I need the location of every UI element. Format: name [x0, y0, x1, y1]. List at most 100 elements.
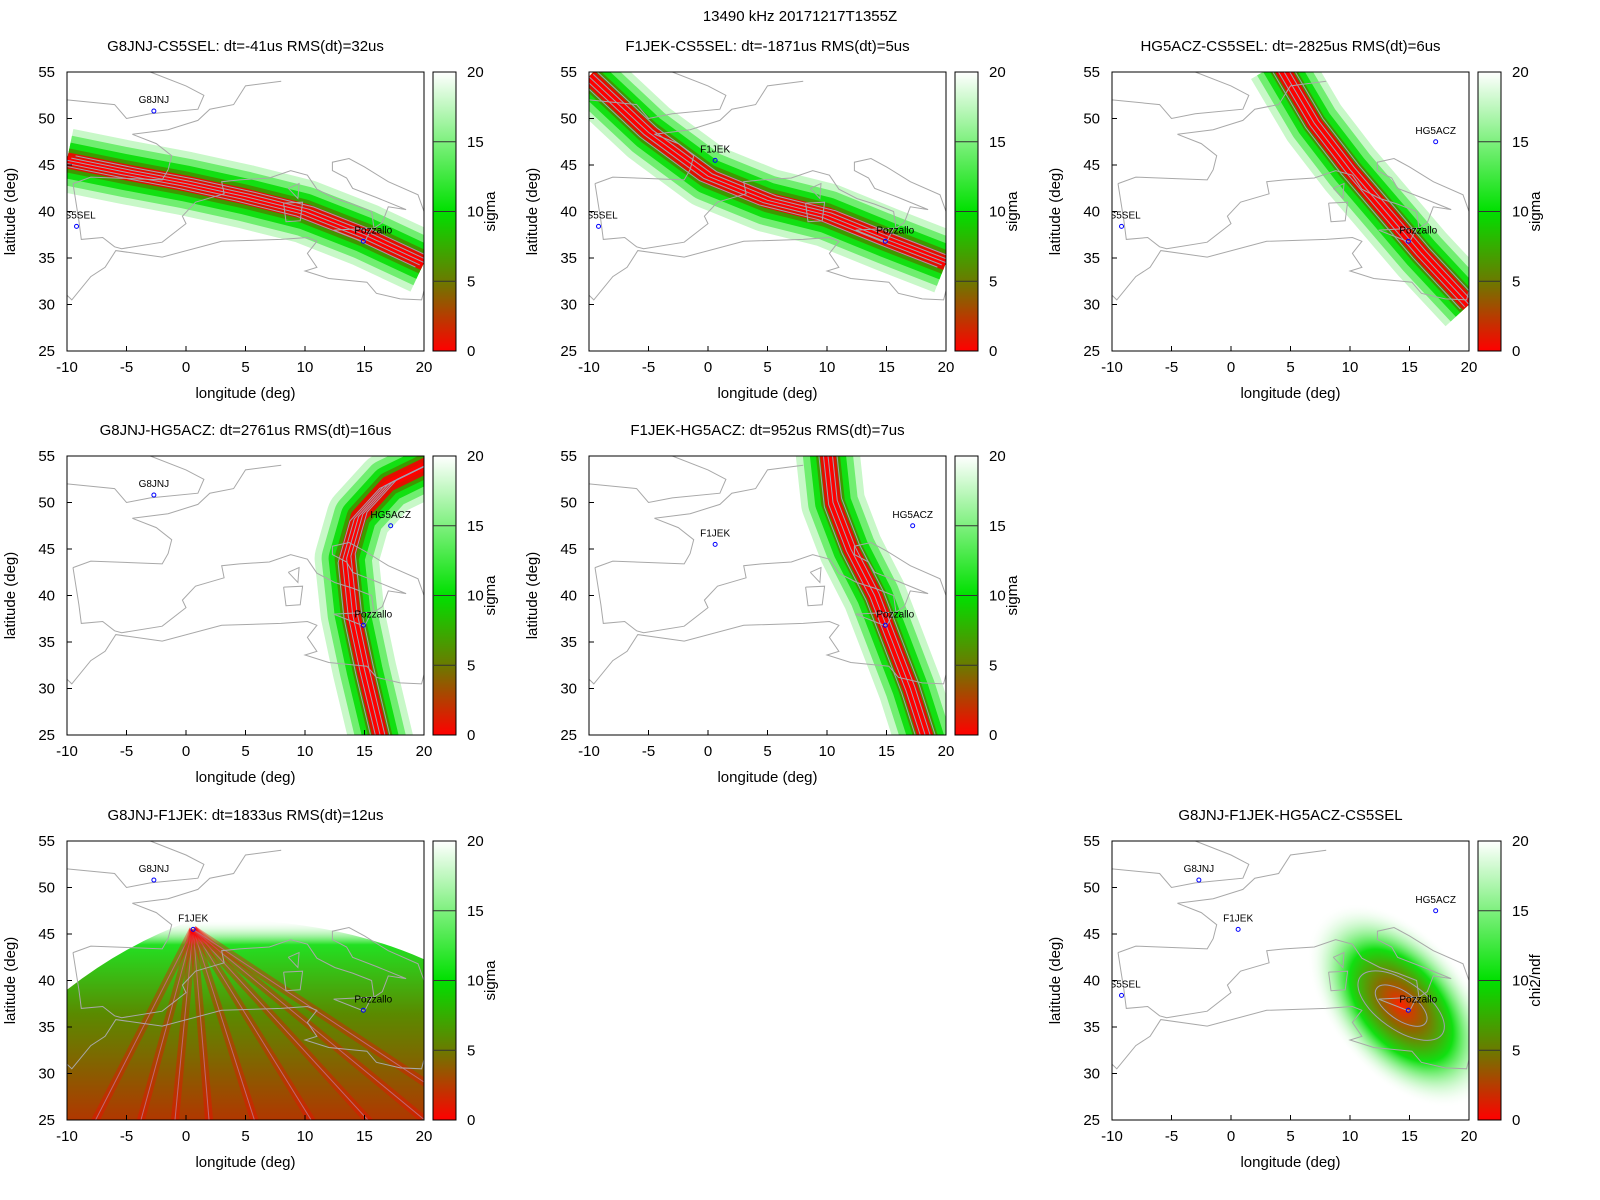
- x-tick-label: 20: [1461, 359, 1478, 376]
- sigma-contour: [1283, 72, 1469, 305]
- x-tick-label: 20: [1461, 1128, 1478, 1145]
- x-tick-label: 10: [819, 743, 836, 760]
- sigma-contour: [1272, 72, 1461, 310]
- x-tick-label: 5: [1286, 1128, 1294, 1145]
- sigma-contour: [589, 82, 942, 266]
- coastline: [333, 227, 373, 243]
- colorbar-tick-label: 0: [1512, 343, 1520, 360]
- x-axis-label: longitude (deg): [717, 769, 817, 786]
- coastline: [67, 456, 205, 504]
- colorbar-tick-label: 20: [989, 448, 1006, 465]
- x-tick-label: -10: [56, 743, 78, 760]
- coastline: [589, 236, 946, 301]
- coastline: [67, 841, 205, 889]
- coastline: [283, 201, 304, 223]
- station-marker: [596, 223, 602, 229]
- station-label: Pozzallo: [1399, 225, 1437, 236]
- colorbar-tick-label: 5: [1512, 273, 1520, 290]
- station-marker: [74, 223, 80, 229]
- y-tick-label: 40: [560, 588, 577, 605]
- station-label: F1JEK: [178, 913, 208, 924]
- sigma-contour: [832, 456, 931, 735]
- x-axis-label: longitude (deg): [1240, 385, 1340, 402]
- x-axis-label: longitude (deg): [1240, 1154, 1340, 1171]
- coastline: [1112, 236, 1469, 301]
- coastline: [855, 611, 895, 627]
- x-tick-label: 0: [1227, 1128, 1235, 1145]
- coastline: [1328, 970, 1349, 992]
- x-tick-label: -10: [578, 743, 600, 760]
- panel-title: F1JEK-HG5ACZ: dt=952us RMS(dt)=7us: [630, 422, 904, 439]
- sigma-contour: [346, 465, 424, 735]
- y-tick-label: 35: [560, 634, 577, 651]
- sigma-red-ray: [170, 928, 198, 1120]
- colorbar-label: sigma: [1004, 191, 1021, 232]
- y-tick-label: 40: [560, 204, 577, 221]
- x-tick-label: 5: [763, 743, 771, 760]
- colorbar-tick-label: 15: [1512, 903, 1529, 920]
- x-tick-label: 20: [416, 1128, 433, 1145]
- station-label: HG5ACZ: [370, 510, 411, 521]
- y-tick-label: 55: [560, 448, 577, 465]
- sigma-contour: [341, 466, 424, 735]
- station-label: HG5ACZ: [1415, 895, 1456, 906]
- y-tick-label: 40: [38, 973, 55, 990]
- panel-title: F1JEK-CS5SEL: dt=-1871us RMS(dt)=5us: [625, 38, 909, 55]
- x-tick-label: 10: [1342, 359, 1359, 376]
- colorbar-tick-label: 5: [989, 273, 997, 290]
- y-axis-label: latitude (deg): [2, 168, 19, 256]
- x-tick-label: 0: [182, 743, 190, 760]
- station-marker: [388, 523, 394, 529]
- y-tick-label: 50: [38, 880, 55, 897]
- y-tick-label: 55: [38, 64, 55, 81]
- station-label: G8JNJ: [1184, 864, 1215, 875]
- station-label: CS5SEL: [57, 210, 96, 221]
- coastline: [805, 201, 826, 223]
- y-tick-label: 35: [38, 1019, 55, 1036]
- panel-3: HG5ACZ CS5SEL Pozzallo HG5ACZ-CS5SEL: dt=-2…: [1047, 38, 1544, 402]
- y-axis-label: latitude (deg): [2, 552, 19, 640]
- sigma-contour: [1289, 72, 1469, 299]
- coastline: [1378, 996, 1418, 1012]
- sigma-contour: [354, 465, 424, 735]
- station-marker: [360, 1007, 366, 1013]
- station-marker: [360, 622, 366, 628]
- colorbar-tick-label: 20: [1512, 833, 1529, 850]
- panel-title: G8JNJ-F1JEK-HG5ACZ-CS5SEL: [1178, 807, 1402, 824]
- sigma-contour: [822, 456, 921, 735]
- x-tick-label: 10: [297, 359, 314, 376]
- y-tick-label: 40: [38, 204, 55, 221]
- station-label: CS5SEL: [1102, 210, 1141, 221]
- station-label: G8JNJ: [139, 479, 170, 490]
- y-tick-label: 30: [1083, 1066, 1100, 1083]
- coastline: [809, 182, 822, 200]
- colorbar-tick-label: 0: [989, 343, 997, 360]
- x-tick-label: 20: [938, 743, 955, 760]
- sigma-red-ray: [91, 927, 197, 1120]
- station-marker: [190, 926, 196, 932]
- x-tick-label: 5: [241, 743, 249, 760]
- colorbar-tick-label: 10: [467, 204, 484, 221]
- coastline: [589, 72, 727, 120]
- coastline: [72, 541, 424, 634]
- station-label: Pozzallo: [1399, 994, 1437, 1005]
- sigma-contour: [818, 456, 916, 735]
- coastline: [594, 80, 804, 185]
- x-tick-label: 20: [416, 743, 433, 760]
- y-tick-label: 30: [38, 681, 55, 698]
- coastline: [1117, 849, 1327, 954]
- coastline: [594, 464, 804, 569]
- coastline: [72, 80, 282, 185]
- colorbar-tick-label: 10: [1512, 973, 1529, 990]
- y-tick-label: 50: [38, 111, 55, 128]
- plot-area: F1JEK CS5SEL Pozzallo: [589, 72, 946, 351]
- y-tick-label: 45: [560, 157, 577, 174]
- coastline: [1117, 80, 1327, 185]
- station-marker: [151, 492, 157, 498]
- station-marker: [1433, 139, 1439, 145]
- sigma-contour: [192, 928, 424, 1083]
- sigma-contour: [589, 88, 938, 268]
- station-marker: [1405, 238, 1411, 244]
- chi2-contour: [1374, 984, 1428, 1027]
- colorbar-tick-label: 20: [1512, 64, 1529, 81]
